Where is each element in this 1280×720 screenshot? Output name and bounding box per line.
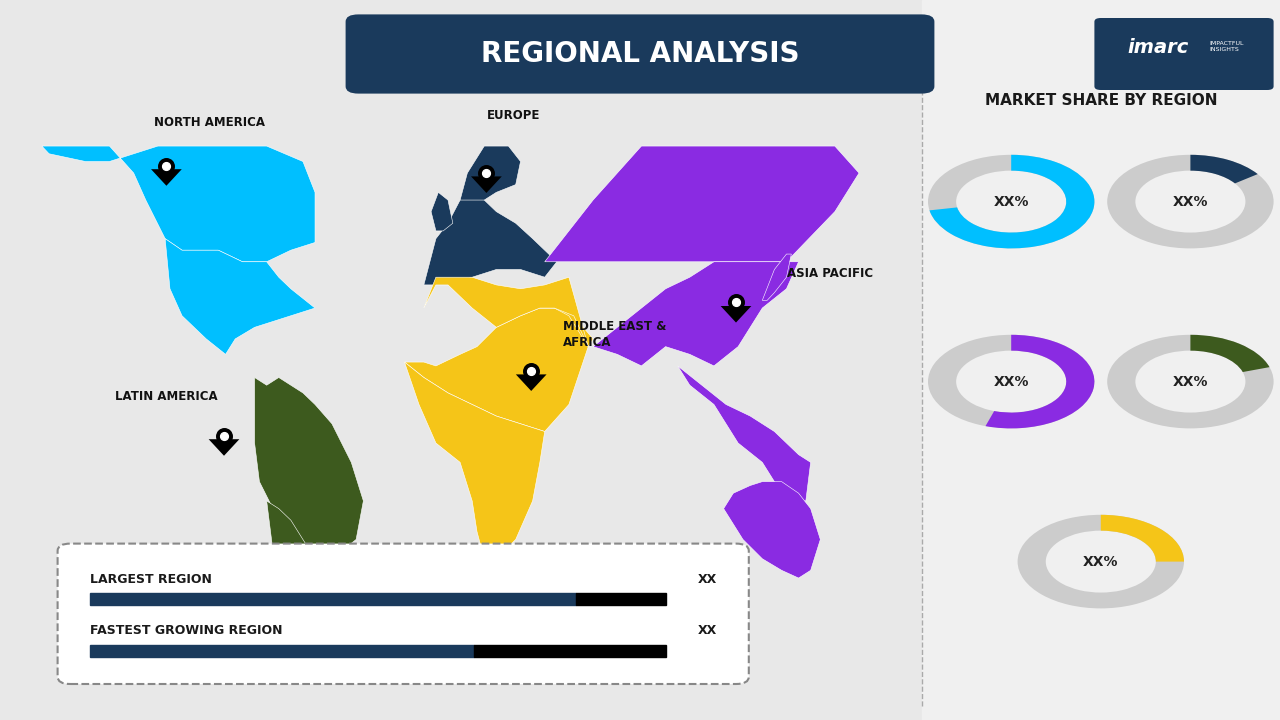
Text: XX%: XX% — [993, 374, 1029, 389]
Polygon shape — [165, 238, 315, 354]
Polygon shape — [404, 362, 545, 559]
Text: XX: XX — [698, 624, 717, 636]
Wedge shape — [928, 155, 1094, 248]
Polygon shape — [471, 176, 502, 193]
Bar — [576, 593, 666, 605]
Wedge shape — [986, 335, 1094, 428]
Polygon shape — [677, 366, 810, 501]
Polygon shape — [763, 254, 791, 300]
Text: XX%: XX% — [1083, 554, 1119, 569]
Polygon shape — [209, 439, 239, 456]
Wedge shape — [1190, 335, 1270, 372]
Polygon shape — [424, 277, 589, 346]
Text: imarc: imarc — [1128, 38, 1189, 57]
Polygon shape — [545, 146, 859, 262]
Bar — [90, 593, 576, 605]
Polygon shape — [723, 482, 820, 578]
Polygon shape — [255, 377, 364, 570]
Wedge shape — [929, 155, 1094, 248]
Text: XX%: XX% — [993, 194, 1029, 209]
Text: LATIN AMERICA: LATIN AMERICA — [115, 390, 218, 402]
Bar — [474, 645, 666, 657]
Text: XX: XX — [698, 573, 717, 586]
Wedge shape — [1107, 335, 1274, 428]
Polygon shape — [516, 374, 547, 391]
Polygon shape — [424, 192, 557, 285]
Polygon shape — [540, 300, 593, 346]
Polygon shape — [721, 306, 751, 323]
Polygon shape — [431, 192, 453, 231]
FancyBboxPatch shape — [58, 544, 749, 684]
Text: FASTEST GROWING REGION: FASTEST GROWING REGION — [90, 624, 282, 636]
Text: MARKET SHARE BY REGION: MARKET SHARE BY REGION — [984, 94, 1217, 108]
Polygon shape — [460, 146, 521, 200]
Polygon shape — [42, 146, 315, 262]
Polygon shape — [593, 262, 799, 366]
FancyBboxPatch shape — [1094, 18, 1274, 90]
Text: LARGEST REGION: LARGEST REGION — [90, 573, 211, 586]
Wedge shape — [1101, 515, 1184, 562]
Bar — [90, 645, 474, 657]
Wedge shape — [1190, 155, 1258, 184]
Wedge shape — [1107, 155, 1274, 248]
Polygon shape — [266, 501, 339, 636]
Text: EUROPE: EUROPE — [486, 109, 540, 122]
Text: NORTH AMERICA: NORTH AMERICA — [154, 116, 265, 129]
Text: XX%: XX% — [1172, 194, 1208, 209]
Wedge shape — [1018, 515, 1184, 608]
Bar — [922, 0, 1280, 720]
Polygon shape — [404, 308, 589, 431]
Text: MIDDLE EAST &
AFRICA: MIDDLE EAST & AFRICA — [563, 320, 667, 349]
Text: ASIA PACIFIC: ASIA PACIFIC — [787, 267, 873, 280]
Text: XX%: XX% — [1172, 374, 1208, 389]
Text: IMPACTFUL
INSIGHTS: IMPACTFUL INSIGHTS — [1210, 41, 1244, 53]
Text: REGIONAL ANALYSIS: REGIONAL ANALYSIS — [481, 40, 799, 68]
Wedge shape — [928, 335, 1094, 428]
FancyBboxPatch shape — [346, 14, 934, 94]
Polygon shape — [151, 169, 182, 186]
